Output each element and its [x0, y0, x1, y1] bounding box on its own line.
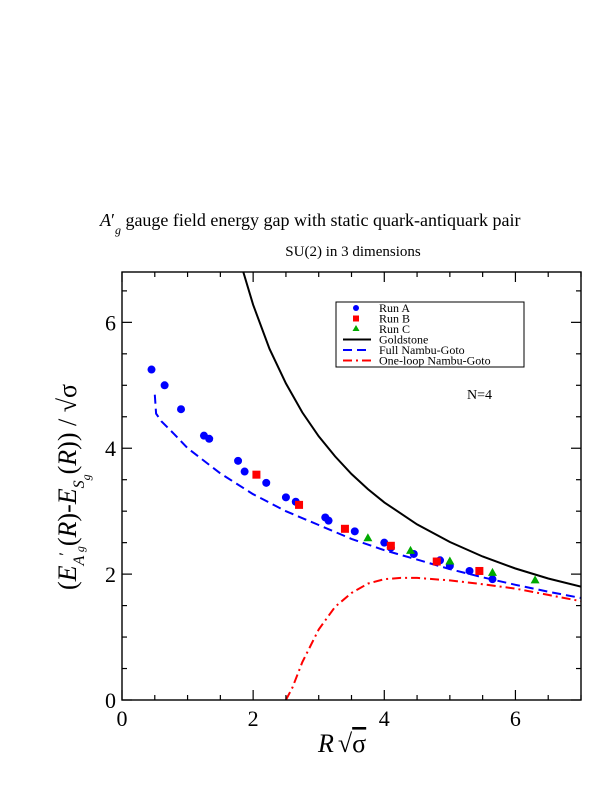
svg-text:(EA′g(R)-ESg(R)) / √σ: (EA′g(R)-ESg(R)) / √σ	[53, 384, 93, 590]
x-tick-label: 4	[379, 706, 390, 731]
curves-layer	[153, 272, 581, 700]
x-tick-label: 2	[248, 706, 259, 731]
run-a-point	[281, 493, 290, 502]
run-a-point	[205, 434, 214, 443]
run-a-point	[350, 527, 359, 536]
run-a-point	[324, 516, 333, 525]
one-loop-nambu-goto-curve	[285, 576, 581, 700]
chart-subtitle: SU(2) in 3 dimensions	[285, 244, 421, 260]
run-b-point	[432, 557, 441, 566]
x-tick-label: 0	[117, 706, 128, 731]
goldstone-curve	[242, 272, 581, 588]
legend-swatch-run-a	[353, 305, 359, 311]
run-b-point	[386, 541, 395, 550]
legend-label-full-nambu-goto: Full Nambu-Goto	[379, 343, 465, 357]
run-b-point	[340, 524, 349, 533]
run-a-point	[240, 467, 249, 476]
axis-ticks	[121, 272, 582, 701]
n-annotation: N=4	[467, 388, 492, 403]
legend-swatch-run-c	[352, 325, 360, 331]
chart-title: A′g gauge field energy gap with static q…	[99, 210, 520, 237]
legend-box	[335, 301, 525, 368]
points-layer	[147, 365, 540, 584]
y-tick-label: 6	[105, 310, 116, 335]
run-a-point	[160, 381, 169, 390]
y-tick-label: 2	[105, 562, 116, 587]
tick-labels: 0 2 4 6 0 2 4 6	[105, 310, 521, 731]
run-a-point	[465, 566, 474, 575]
legend-label-run-a: Run A	[379, 301, 410, 315]
y-axis-label: (EA′g(R)-ESg(R)) / √σ	[53, 384, 93, 590]
x-tick-label: 6	[510, 706, 521, 731]
full-nambu-goto-curve	[153, 394, 581, 599]
run-b-point	[295, 500, 304, 509]
legend-swatch-run-b	[353, 315, 359, 322]
run-c-point	[530, 575, 540, 584]
legend-label-one-loop-nambu-goto: One-loop Nambu-Goto	[379, 354, 491, 368]
run-c-point	[487, 567, 497, 576]
run-a-point	[380, 538, 389, 547]
y-tick-label: 0	[105, 688, 116, 713]
legend-label-run-c: Run C	[379, 322, 410, 336]
run-b-point	[252, 470, 261, 479]
run-c-point	[406, 545, 416, 554]
y-tick-label: 4	[105, 436, 116, 461]
legend-label-run-b: Run B	[379, 312, 410, 326]
x-axis-label: R √σ	[317, 729, 366, 758]
run-a-point	[488, 575, 497, 584]
run-a-point	[262, 478, 271, 487]
run-a-point	[234, 456, 243, 465]
legend-label-goldstone: Goldstone	[379, 333, 428, 347]
run-c-point	[363, 533, 373, 542]
run-a-point	[177, 405, 186, 414]
run-a-point	[147, 365, 156, 374]
run-c-point	[445, 556, 455, 565]
run-b-point	[475, 566, 484, 575]
